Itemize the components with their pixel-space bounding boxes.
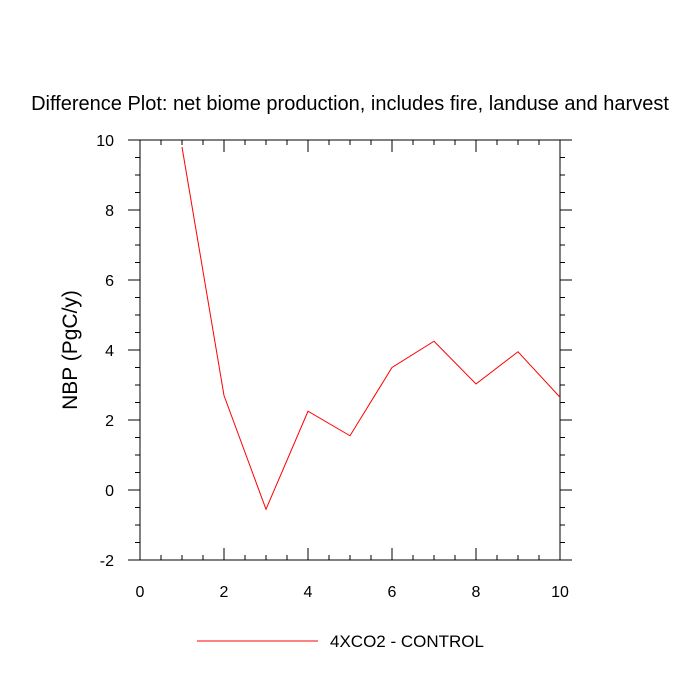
y-tick-label: -2 [100, 553, 114, 570]
axis-tick-labels: 0 2 4 6 8 10 -2 0 2 4 6 8 10 [96, 133, 569, 601]
series-line [181, 146, 561, 511]
series-layer [181, 146, 561, 511]
x-tick-label: 10 [551, 584, 569, 601]
legend: 4XCO2 - CONTROL [197, 632, 484, 651]
y-axis-label: NBP (PgC/y) [59, 290, 82, 410]
x-tick-label: 6 [388, 584, 397, 601]
y-tick-label: 6 [105, 273, 114, 290]
x-tick-label: 2 [220, 584, 229, 601]
legend-label: 4XCO2 - CONTROL [330, 632, 484, 651]
y-tick-label: 8 [105, 203, 114, 220]
x-tick-label: 8 [472, 584, 481, 601]
x-tick-label: 0 [136, 584, 145, 601]
y-tick-label: 2 [105, 413, 114, 430]
chart-title: Difference Plot: net biome production, i… [31, 93, 669, 115]
y-tick-label: 10 [96, 133, 114, 150]
y-tick-label: 0 [105, 483, 114, 500]
axis-ticks [128, 139, 572, 561]
plot-frame [139, 139, 561, 561]
x-tick-label: 4 [304, 584, 313, 601]
y-tick-label: 4 [105, 343, 114, 360]
